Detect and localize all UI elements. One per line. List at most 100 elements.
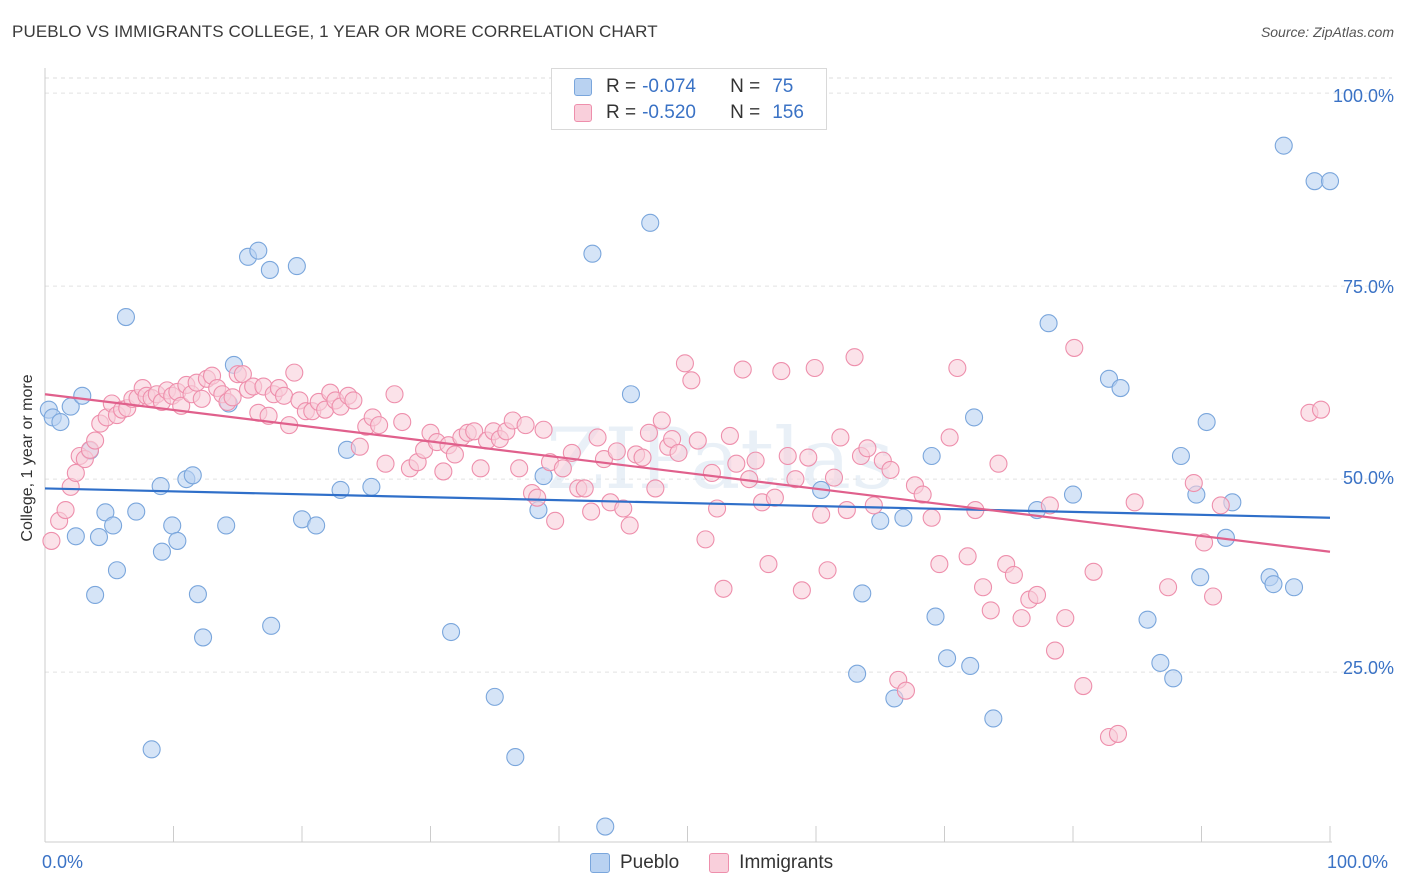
immigrants-point [1004, 565, 1023, 584]
immigrants-point [1211, 496, 1230, 515]
pueblo-point [287, 257, 306, 276]
pueblo-point [249, 241, 268, 260]
n-label: N = [730, 102, 761, 123]
immigrants-point [575, 479, 594, 498]
immigrants-point [620, 516, 639, 535]
pueblo-legend-swatch [590, 853, 610, 873]
immigrants-point [510, 459, 529, 478]
immigrants-point [896, 681, 916, 700]
immigrants-point [765, 488, 784, 507]
immigrants-point [702, 463, 721, 483]
chart-title: PUEBLO VS IMMIGRANTS COLLEGE, 1 YEAR OR … [12, 22, 658, 41]
immigrants-point [471, 459, 490, 478]
pueblo-point [1305, 172, 1324, 191]
immigrants-point [1311, 400, 1331, 419]
immigrants-point [1108, 724, 1128, 743]
immigrants-point [639, 423, 659, 442]
immigrants-point [831, 428, 850, 447]
immigrants-point [1012, 609, 1031, 628]
pueblo-point [104, 516, 123, 535]
pueblo-legend-label: Pueblo [620, 852, 680, 873]
n-label: N = [730, 76, 761, 97]
pueblo-swatch [574, 78, 592, 96]
immigrants-point [588, 428, 607, 447]
n-value: 75 [772, 76, 794, 97]
pueblo-point [262, 616, 281, 635]
pueblo-point [621, 385, 641, 404]
pueblo-point [853, 584, 872, 603]
immigrants-point [582, 502, 601, 521]
immigrants-point [652, 411, 671, 430]
immigrants-point [981, 601, 1000, 620]
immigrants-point [812, 505, 831, 524]
immigrants-point [675, 354, 694, 373]
immigrants-point [913, 485, 932, 504]
immigrants-point [727, 454, 746, 473]
pueblo-point [116, 307, 136, 327]
immigrants-legend-label: Immigrants [739, 852, 834, 873]
immigrants-point [1195, 533, 1214, 552]
source-label: Source: ZipAtlas.com [1260, 24, 1394, 40]
immigrants-point [958, 547, 977, 566]
stats-legend-row-pueblo: R = -0.074 N = 75 [574, 75, 793, 99]
immigrants-swatch [574, 104, 592, 122]
pueblo-point [1320, 172, 1340, 191]
immigrants-point [445, 445, 464, 464]
immigrants-point [759, 555, 778, 574]
immigrants-point [805, 358, 824, 378]
immigrants-point [973, 578, 993, 597]
immigrants-point [1027, 585, 1047, 605]
immigrants-point [688, 431, 707, 450]
pueblo-point [1284, 578, 1304, 597]
immigrants-point [837, 500, 856, 520]
immigrants-point [56, 500, 75, 520]
immigrants-point [696, 530, 715, 549]
immigrants-point [1204, 587, 1223, 606]
immigrants-point [553, 459, 572, 478]
pueblo-point [86, 585, 105, 605]
immigrants-point [66, 463, 85, 483]
pueblo-point [938, 649, 957, 668]
pueblo-point [142, 740, 161, 759]
immigrants-point [845, 348, 864, 367]
immigrants-point [274, 386, 294, 405]
pueblo-point [871, 511, 890, 530]
y-tick-label-25: 25.0% [1342, 658, 1394, 678]
pueblo-point [848, 664, 867, 683]
immigrants-point [989, 454, 1008, 473]
immigrants-point [528, 488, 547, 507]
pueblo-point [217, 516, 236, 535]
immigrants-point [633, 448, 652, 467]
series-legend: Pueblo Immigrants [590, 852, 833, 874]
immigrants-point [720, 426, 739, 445]
pueblo-point [163, 516, 182, 535]
immigrants-point [376, 454, 395, 473]
immigrants-trend-line [44, 393, 1331, 553]
pueblo-point [107, 561, 127, 580]
pueblo-point [894, 508, 913, 527]
pueblo-point [1164, 669, 1183, 688]
immigrants-point [881, 460, 900, 479]
immigrants-point [1056, 609, 1075, 628]
pueblo-point [1191, 568, 1210, 587]
pueblo-point [506, 748, 525, 767]
pueblo-point [1039, 314, 1058, 333]
immigrants-point [562, 443, 581, 462]
pueblo-trend-line [44, 487, 1331, 519]
pueblo-point [442, 622, 461, 642]
immigrants-point [465, 422, 484, 441]
pueblo-point [1171, 446, 1190, 466]
pueblo-point [596, 817, 615, 836]
immigrants-point [344, 391, 363, 410]
pueblo-point [51, 412, 70, 432]
immigrants-point [350, 437, 369, 456]
immigrants-point [393, 412, 412, 432]
immigrants-point [223, 388, 242, 407]
immigrants-point [614, 499, 633, 518]
immigrants-point [370, 416, 389, 435]
immigrants-point [646, 479, 665, 498]
pueblo-point [260, 260, 279, 279]
immigrants-point [534, 420, 553, 439]
pueblo-point [1111, 379, 1130, 398]
